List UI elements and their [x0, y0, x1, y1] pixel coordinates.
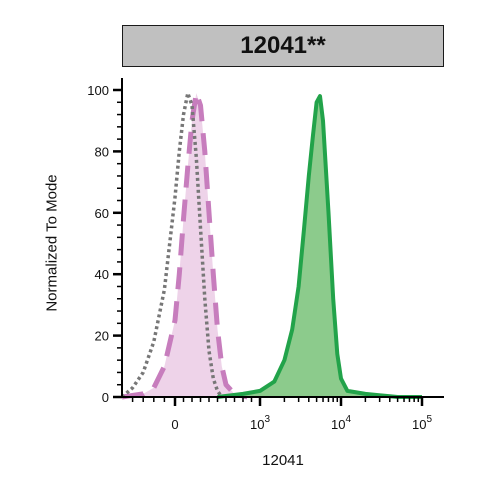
y-tick-label: 100 — [87, 83, 109, 98]
x-tick-label: 0 — [171, 417, 178, 432]
axes-layer: 0 20 40 60 80 100 0 103 104 105 — [87, 78, 444, 432]
chart-title-box: 12041** — [122, 25, 444, 67]
y-tick-label: 20 — [95, 329, 109, 344]
series-solid-fill — [217, 96, 422, 397]
series-dashed-fill — [122, 93, 248, 397]
y-tick-label: 60 — [95, 206, 109, 221]
x-tick-label: 103 — [250, 414, 270, 432]
series-layer — [120, 90, 422, 400]
chart-title: 12041** — [240, 32, 326, 59]
y-tick-label: 80 — [95, 144, 109, 159]
x-axis-label: 12041 — [262, 452, 304, 469]
y-tick-label: 0 — [102, 390, 109, 405]
series-solid-line — [217, 94, 422, 399]
y-tick-label: 40 — [95, 267, 109, 282]
x-tick-label: 105 — [412, 414, 432, 432]
x-tick-label: 104 — [331, 414, 351, 432]
y-axis-label: Normalized To Mode — [43, 174, 61, 312]
